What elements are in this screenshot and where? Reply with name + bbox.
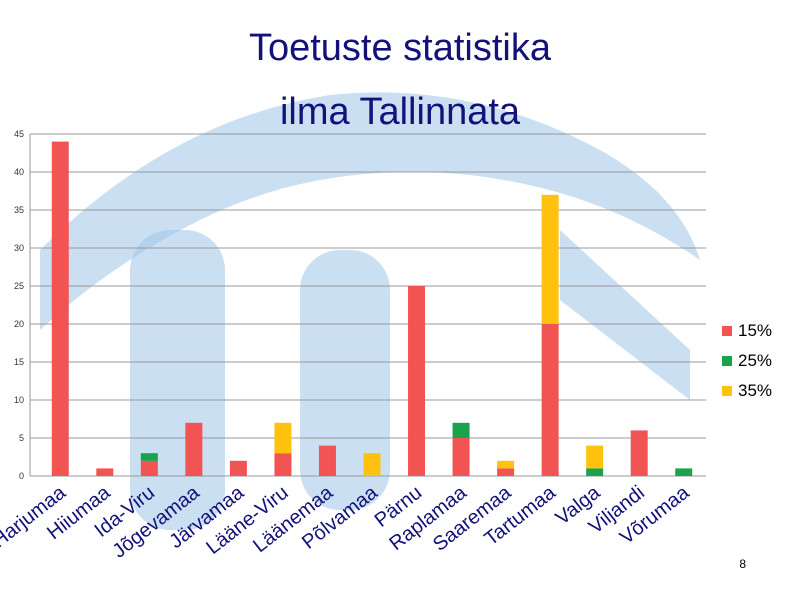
y-tick-label-40: 40	[14, 167, 24, 177]
bar-järvamaa-15pct	[229, 460, 247, 476]
legend-swatch-35	[722, 386, 732, 396]
bar-pärnu-15pct	[408, 286, 426, 476]
bar-saaremaa-35pct	[497, 460, 515, 469]
bar-raplamaa-25pct	[452, 422, 470, 438]
bar-võrumaa-25pct	[675, 468, 693, 476]
bar-lääne-viru-35pct	[274, 422, 292, 454]
bar-tartumaa-35pct	[541, 194, 559, 324]
bar-saaremaa-15pct	[497, 468, 515, 476]
bar-hiiumaa-15pct	[96, 468, 114, 476]
y-tick-label-25: 25	[14, 281, 24, 291]
bar-valga-35pct	[586, 445, 604, 469]
bar-raplamaa-15pct	[452, 438, 470, 476]
bar-viljandi-15pct	[630, 430, 648, 476]
chart-title-line2: ilma Tallinnata	[279, 91, 521, 133]
chart-title-line1: Toetuste statistika	[248, 27, 552, 69]
legend-swatch-25	[722, 356, 732, 366]
bar-ida-viru-15pct	[140, 460, 158, 476]
y-tick-label-5: 5	[19, 433, 24, 443]
bar-läänemaa-15pct	[318, 445, 336, 476]
bar-ida-viru-25pct	[140, 453, 158, 461]
bar-lääne-viru-15pct	[274, 453, 292, 476]
y-tick-label-35: 35	[14, 205, 24, 215]
legend-label-15: 15%	[738, 321, 773, 340]
y-tick-label-45: 45	[14, 129, 24, 139]
y-tick-label-10: 10	[14, 395, 24, 405]
y-tick-label-20: 20	[14, 319, 24, 329]
y-tick-label-0: 0	[19, 471, 24, 481]
y-tick-label-15: 15	[14, 357, 24, 367]
y-tick-label-30: 30	[14, 243, 24, 253]
legend-item-25: 25%	[722, 346, 772, 376]
legend-item-35: 35%	[722, 376, 772, 406]
bar-põlvamaa-35pct	[363, 453, 381, 476]
bar-tartumaa-15pct	[541, 324, 559, 476]
bar-harjumaa-15pct	[51, 141, 69, 476]
legend-label-25: 25%	[738, 351, 773, 370]
chart-legend: 15% 25% 35%	[722, 316, 772, 406]
bar-jõgevamaa-15pct	[185, 422, 203, 476]
bar-valga-25pct	[586, 468, 604, 476]
legend-swatch-15	[722, 326, 732, 336]
page-number: 8	[739, 557, 746, 571]
legend-item-15: 15%	[722, 316, 772, 346]
legend-label-35: 35%	[738, 381, 773, 400]
